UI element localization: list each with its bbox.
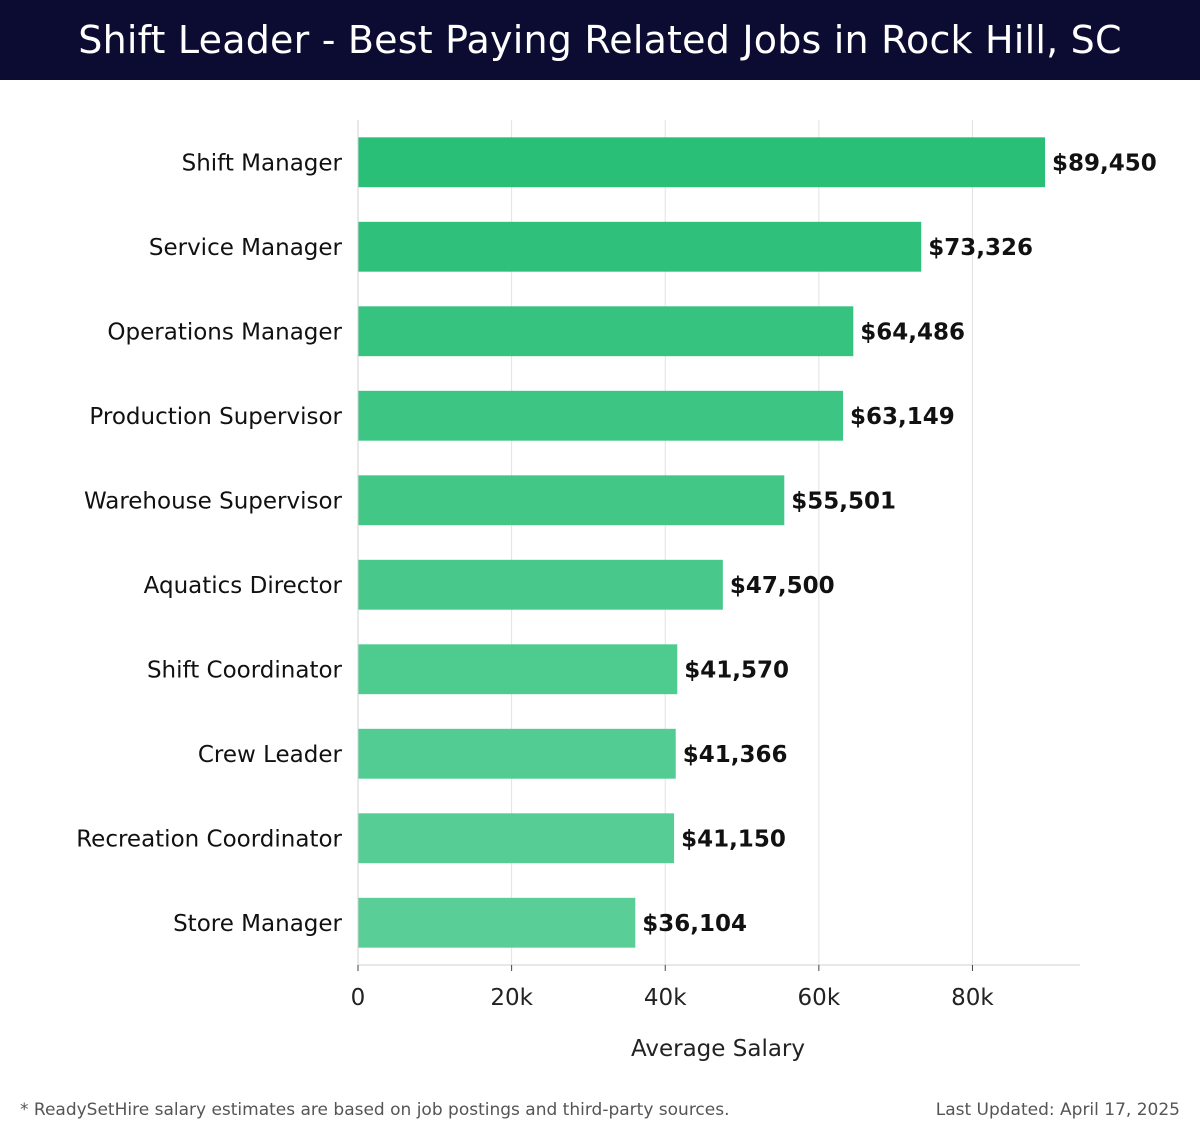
bar [358, 644, 678, 695]
category-label: Shift Coordinator [147, 657, 343, 683]
category-label: Store Manager [173, 911, 342, 937]
bar [358, 390, 844, 441]
value-label: $73,326 [928, 235, 1033, 261]
last-updated: Last Updated: April 17, 2025 [935, 1100, 1180, 1120]
category-label: Recreation Coordinator [76, 826, 342, 852]
value-label: $47,500 [730, 573, 835, 599]
value-labels: $89,450 $73,326 $64,486 $63,149 $55,501 $47,5… [642, 150, 1157, 937]
value-label: $41,150 [681, 826, 786, 852]
x-tick-label: 20k [490, 985, 533, 1011]
category-label: Crew Leader [198, 742, 343, 768]
category-label: Shift Manager [182, 150, 343, 176]
bars [358, 137, 1046, 948]
bar [358, 306, 854, 357]
title-bar: Shift Leader - Best Paying Related Jobs … [0, 0, 1200, 80]
x-tick-label: 60k [798, 985, 841, 1011]
footer-note: * ReadySetHire salary estimates are base… [20, 1100, 730, 1120]
value-label: $55,501 [791, 488, 896, 514]
x-tick-label: 80k [951, 985, 994, 1011]
category-labels: Shift Manager Service Manager Operations M… [76, 150, 342, 937]
value-label: $64,486 [860, 319, 965, 345]
tick-labels: 0 20k 40k 60k 80k [351, 965, 994, 1011]
category-label: Service Manager [149, 235, 343, 261]
bar [358, 559, 723, 610]
category-label: Operations Manager [107, 319, 342, 345]
axes [357, 120, 1080, 966]
bar [358, 728, 676, 779]
x-tick-label: 40k [644, 985, 687, 1011]
chart-title: Shift Leader - Best Paying Related Jobs … [78, 18, 1122, 62]
value-label: $41,570 [684, 657, 789, 683]
category-label: Aquatics Director [144, 573, 343, 599]
bar [358, 475, 785, 526]
value-label: $36,104 [642, 911, 747, 937]
bar [358, 813, 675, 864]
x-axis-label: Average Salary [631, 1036, 805, 1062]
value-label: $41,366 [683, 742, 788, 768]
category-label: Warehouse Supervisor [84, 488, 343, 514]
value-label: $89,450 [1052, 150, 1157, 176]
category-label: Production Supervisor [89, 404, 342, 430]
x-tick-label: 0 [351, 985, 366, 1011]
bar [358, 897, 636, 948]
bar [358, 137, 1046, 188]
value-label: $63,149 [850, 404, 955, 430]
bar [358, 221, 922, 272]
bar-chart: Shift Manager Service Manager Operations M… [76, 120, 1157, 1062]
